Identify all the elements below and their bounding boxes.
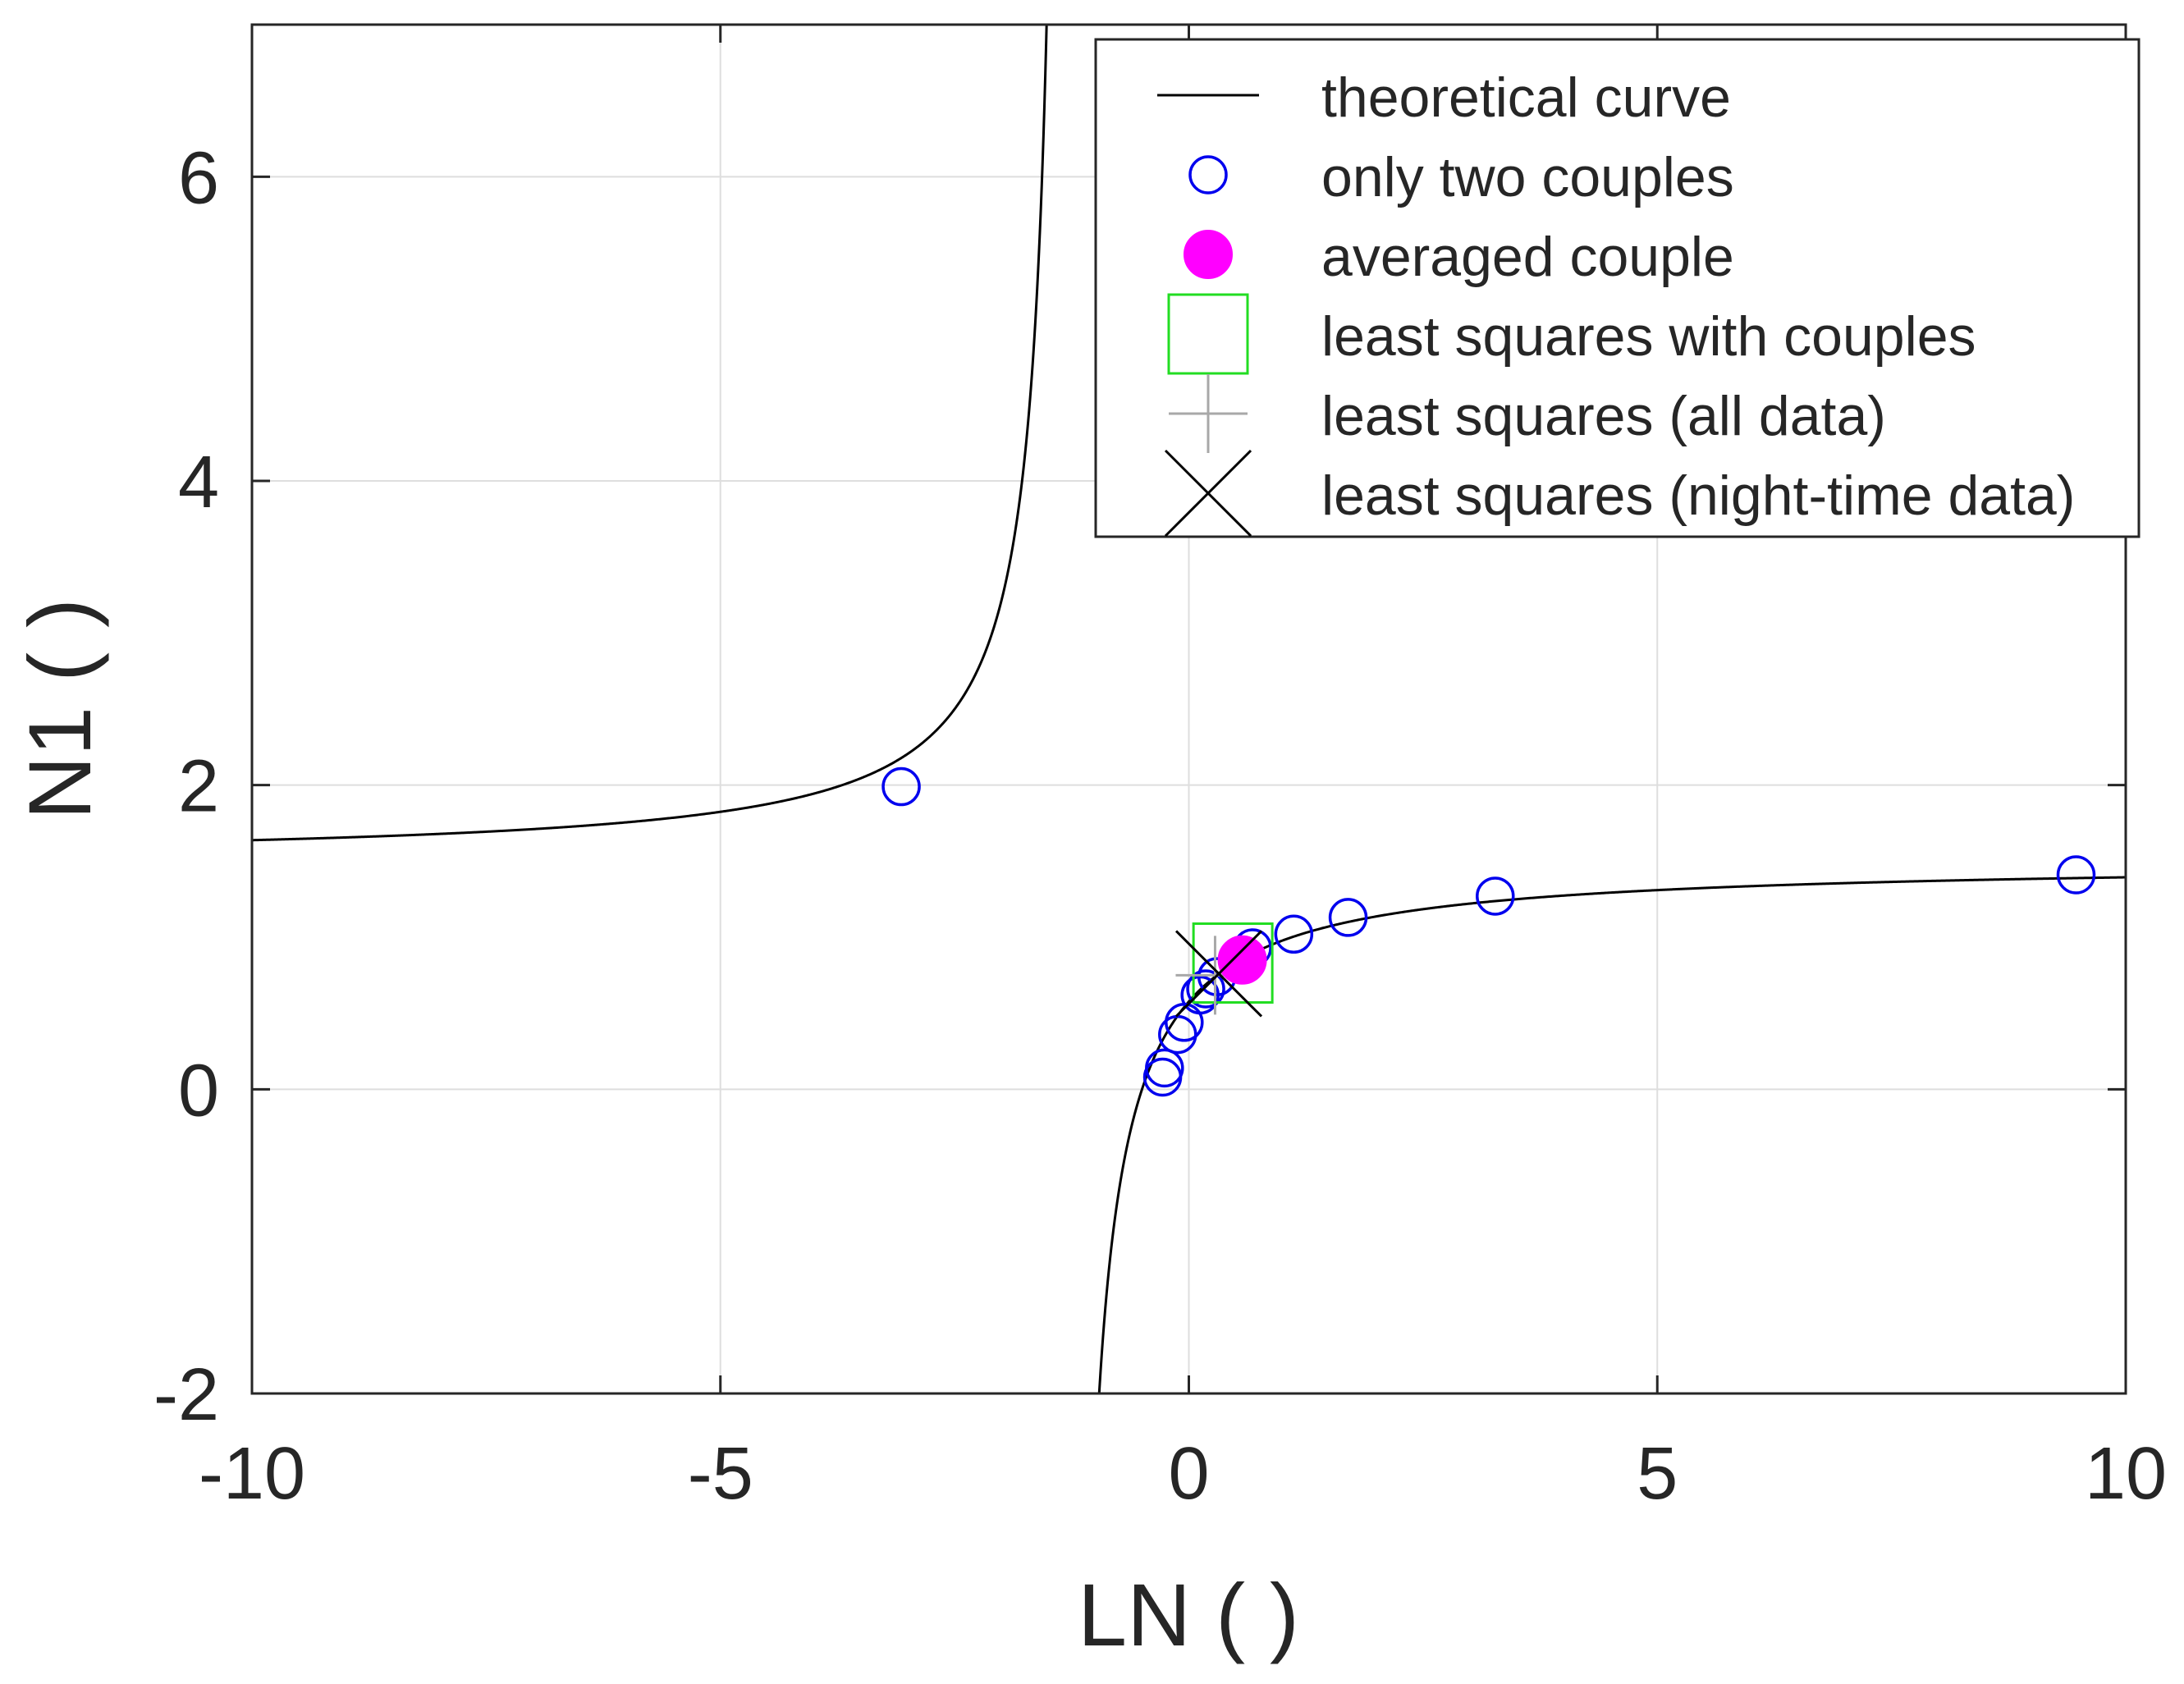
y-tick-label: -2 bbox=[153, 1354, 219, 1436]
legend-item: averaged couple bbox=[1184, 226, 1734, 288]
legend-label: averaged couple bbox=[1321, 226, 1734, 288]
y-tick-label: 2 bbox=[178, 746, 219, 828]
y-tick-labels: -2 0 2 4 6 bbox=[153, 137, 219, 1436]
legend-symbol-open-circle bbox=[1188, 155, 1228, 194]
y-axis-label: N1 ( ) bbox=[10, 598, 109, 820]
legend-item: least squares (night-time data) bbox=[1164, 449, 2075, 538]
legend-item: least squares (all data) bbox=[1169, 374, 1886, 453]
open-circle-marker bbox=[1186, 969, 1225, 1009]
marker-layer bbox=[881, 766, 2096, 1097]
legend-symbol-plus bbox=[1169, 374, 1248, 453]
x-tick-label: -10 bbox=[199, 1433, 305, 1515]
x-tick-label: -5 bbox=[688, 1433, 753, 1515]
theoretical-curve-left-branch bbox=[252, 25, 1048, 842]
open-square-marker bbox=[1192, 922, 1274, 1004]
legend-symbol-filled-circle bbox=[1184, 230, 1233, 279]
legend-label: least squares with couples bbox=[1321, 305, 1976, 368]
open-circle-marker bbox=[1274, 914, 1314, 954]
y-tick-label: 6 bbox=[178, 137, 219, 219]
x-cross-marker bbox=[1174, 930, 1263, 1018]
legend-box bbox=[1094, 38, 2141, 538]
open-circle-marker bbox=[2056, 855, 2096, 895]
legend-symbol-open-square bbox=[1167, 293, 1249, 375]
x-tick-label: 10 bbox=[2085, 1433, 2167, 1515]
legend: theoretical curve only two couples average… bbox=[1094, 38, 2141, 538]
legend-label: theoretical curve bbox=[1321, 66, 1731, 129]
legend-label: least squares (night-time data) bbox=[1321, 464, 2075, 527]
y-tick-label: 4 bbox=[178, 442, 219, 524]
open-circle-marker bbox=[881, 766, 921, 807]
x-tick-label: 5 bbox=[1637, 1433, 1678, 1515]
x-tick-label: 0 bbox=[1168, 1433, 1209, 1515]
legend-symbol-x-cross bbox=[1164, 449, 1252, 538]
filled-circle-marker bbox=[1217, 935, 1267, 985]
open-circle-marker bbox=[1145, 1048, 1184, 1088]
y-tick-label: 0 bbox=[178, 1050, 219, 1132]
legend-label: least squares (all data) bbox=[1321, 385, 1886, 447]
open-circle-marker bbox=[1476, 876, 1515, 916]
open-circle-marker bbox=[1328, 898, 1368, 937]
legend-item: least squares with couples bbox=[1167, 293, 1976, 375]
legend-item: only two couples bbox=[1188, 146, 1734, 208]
legend-item: theoretical curve bbox=[1157, 66, 1731, 129]
legend-label: only two couples bbox=[1321, 146, 1734, 208]
x-tick-labels: -10 -5 0 5 10 bbox=[199, 1433, 2167, 1515]
x-axis-label: LN ( ) bbox=[1078, 1565, 1299, 1664]
